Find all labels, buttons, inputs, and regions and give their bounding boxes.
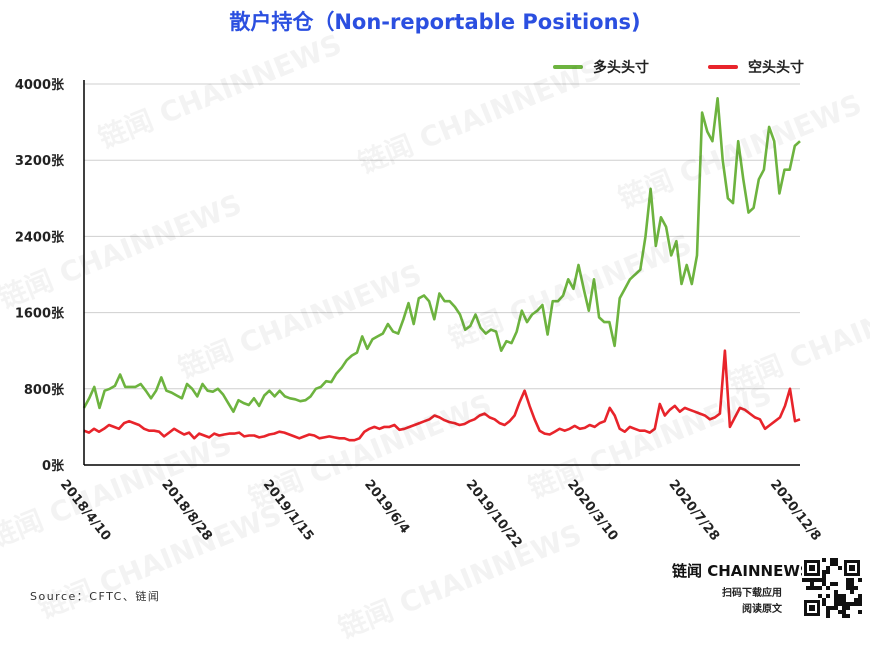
legend-item-long: 多头头寸 — [553, 57, 649, 77]
legend-label-short: 空头头寸 — [748, 60, 804, 76]
x-tick-label: 2018/4/10 — [57, 477, 114, 544]
legend-item-short: 空头头寸 — [708, 57, 804, 77]
x-tick-label: 2020/12/8 — [767, 477, 824, 544]
y-tick-label: 4000张 — [15, 78, 65, 93]
series-lines — [82, 97, 801, 442]
y-tick-label: 0张 — [42, 459, 65, 474]
short-position-line — [83, 349, 801, 442]
chart-title: 散户持仓（Non-reportable Positions) — [229, 10, 641, 34]
x-tick-label: 2020/7/28 — [665, 477, 722, 544]
brand-download-text: 扫码下载应用 — [722, 588, 782, 599]
qr-code-icon — [802, 558, 862, 618]
x-tick-label: 2019/6/4 — [361, 477, 412, 536]
axes — [83, 80, 800, 466]
x-axis-ticks: 2018/4/10 2018/8/28 2019/1/15 2019/6/4 2019/… — [57, 477, 824, 551]
y-tick-label: 2400张 — [15, 230, 65, 245]
brand-logo: 链闻 CHAINNEWS — [672, 562, 811, 580]
legend-swatch-short — [708, 65, 738, 69]
long-position-line — [82, 97, 801, 414]
x-tick-label: 2019/10/22 — [463, 477, 525, 551]
brand-read-text: 阅读原文 — [742, 604, 782, 615]
gridlines — [84, 83, 800, 390]
legend-swatch-long — [553, 65, 583, 69]
y-axis-ticks: 0张 800张 1600张 2400张 3200张 4000张 — [15, 78, 65, 474]
y-tick-label: 3200张 — [15, 154, 65, 169]
source-note: Source：CFTC、链闻 — [30, 590, 161, 603]
y-tick-label: 1600张 — [15, 307, 65, 322]
x-tick-label: 2019/1/15 — [260, 477, 317, 544]
legend-label-long: 多头头寸 — [593, 60, 649, 76]
x-tick-label: 2018/8/28 — [158, 477, 215, 544]
x-tick-label: 2020/3/10 — [564, 477, 621, 544]
y-tick-label: 800张 — [24, 383, 65, 398]
